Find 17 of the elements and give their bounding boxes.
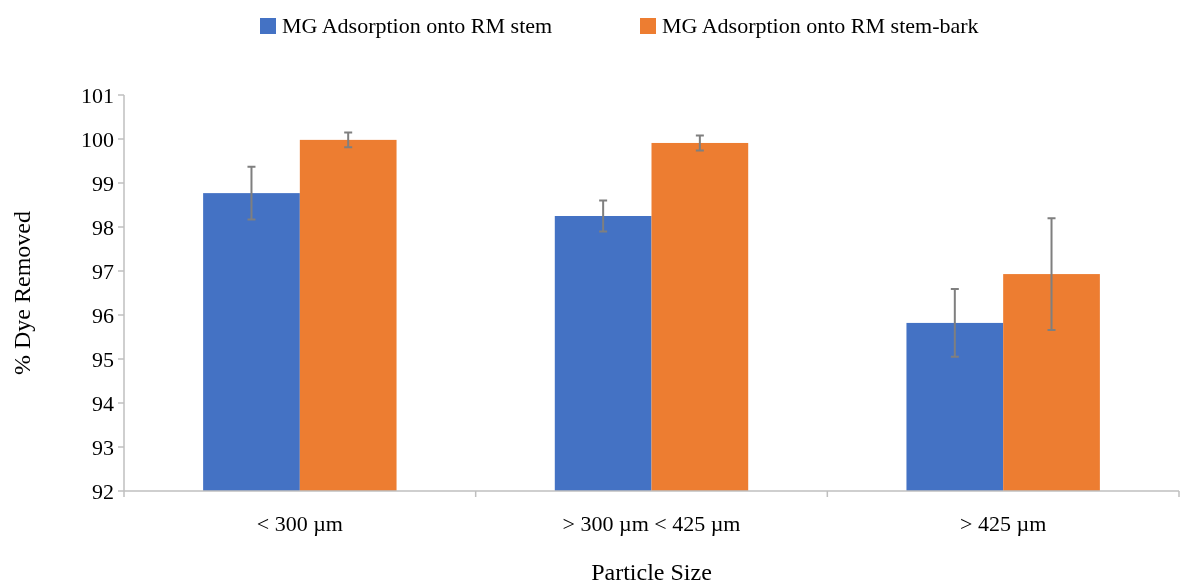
y-tick-label: 98 (92, 214, 114, 240)
y-tick-label: 100 (81, 126, 114, 152)
y-tick-label: 93 (92, 434, 114, 460)
y-tick-label: 95 (92, 346, 114, 372)
y-tick-label: 94 (92, 390, 114, 416)
y-tick-label: 99 (92, 170, 114, 196)
y-tick-label: 96 (92, 302, 114, 328)
y-tick-label: 92 (92, 478, 114, 504)
x-tick-label: > 300 µm < 425 µm (562, 511, 741, 536)
legend-label: MG Adsorption onto RM stem (282, 13, 553, 38)
x-tick-label: > 425 µm (960, 511, 1047, 536)
x-tick-label: < 300 µm (256, 511, 343, 536)
y-tick-label: 101 (81, 82, 114, 108)
legend-label: MG Adsorption onto RM stem-bark (662, 13, 979, 38)
y-axis-title: % Dye Removed (9, 211, 35, 375)
x-axis-title: Particle Size (591, 559, 712, 585)
y-tick-label: 97 (92, 258, 114, 284)
